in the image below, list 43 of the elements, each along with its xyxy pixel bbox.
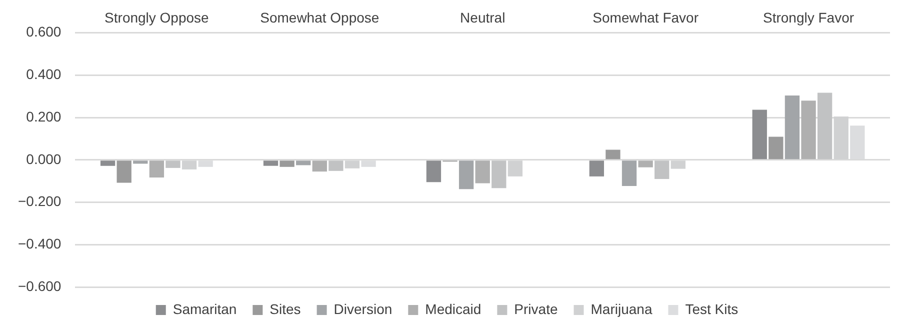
x-tick-label: Strongly Oppose [104, 9, 210, 26]
bar [166, 160, 180, 168]
y-tick-label: −0.200 [18, 193, 62, 210]
bar [801, 100, 816, 160]
y-tick-label: −0.600 [18, 278, 62, 294]
bar [100, 160, 116, 166]
bar [328, 160, 344, 171]
bar [622, 160, 637, 186]
bar [589, 160, 604, 176]
x-tick-label: Somewhat Favor [592, 9, 699, 26]
bar [638, 160, 653, 168]
bar [817, 92, 832, 160]
y-tick-label: 0.400 [26, 66, 62, 82]
y-tick-label: −0.400 [18, 235, 62, 252]
x-tick-label: Strongly Favor [763, 9, 854, 26]
legend-label: Sites [270, 300, 301, 317]
bar [263, 160, 278, 166]
bar [426, 160, 442, 182]
bar [458, 160, 474, 190]
bar [784, 96, 800, 160]
bar [768, 136, 784, 160]
legend-label: Diversion [334, 300, 392, 317]
y-tick-label: 0.000 [26, 150, 62, 167]
bar [654, 160, 670, 179]
legend-label: Private [514, 300, 558, 317]
bar [606, 150, 620, 160]
bar [752, 110, 767, 160]
x-tick-label: Somewhat Oppose [260, 9, 380, 26]
bar [492, 160, 506, 188]
legend-label: Medicaid [425, 300, 482, 317]
legend-label: Samaritan [172, 300, 237, 317]
bar [312, 160, 327, 172]
legend-label: Marijuana [590, 300, 652, 317]
bar [280, 160, 294, 167]
legend-label: Test Kits [685, 300, 738, 317]
bar [116, 160, 132, 183]
y-tick-label: 0.600 [26, 24, 62, 40]
y-tick-label: 0.200 [26, 108, 62, 124]
x-tick-label: Neutral [460, 9, 506, 26]
bar [475, 160, 490, 184]
bar [149, 160, 164, 178]
bar [296, 160, 311, 166]
bar [133, 160, 148, 164]
